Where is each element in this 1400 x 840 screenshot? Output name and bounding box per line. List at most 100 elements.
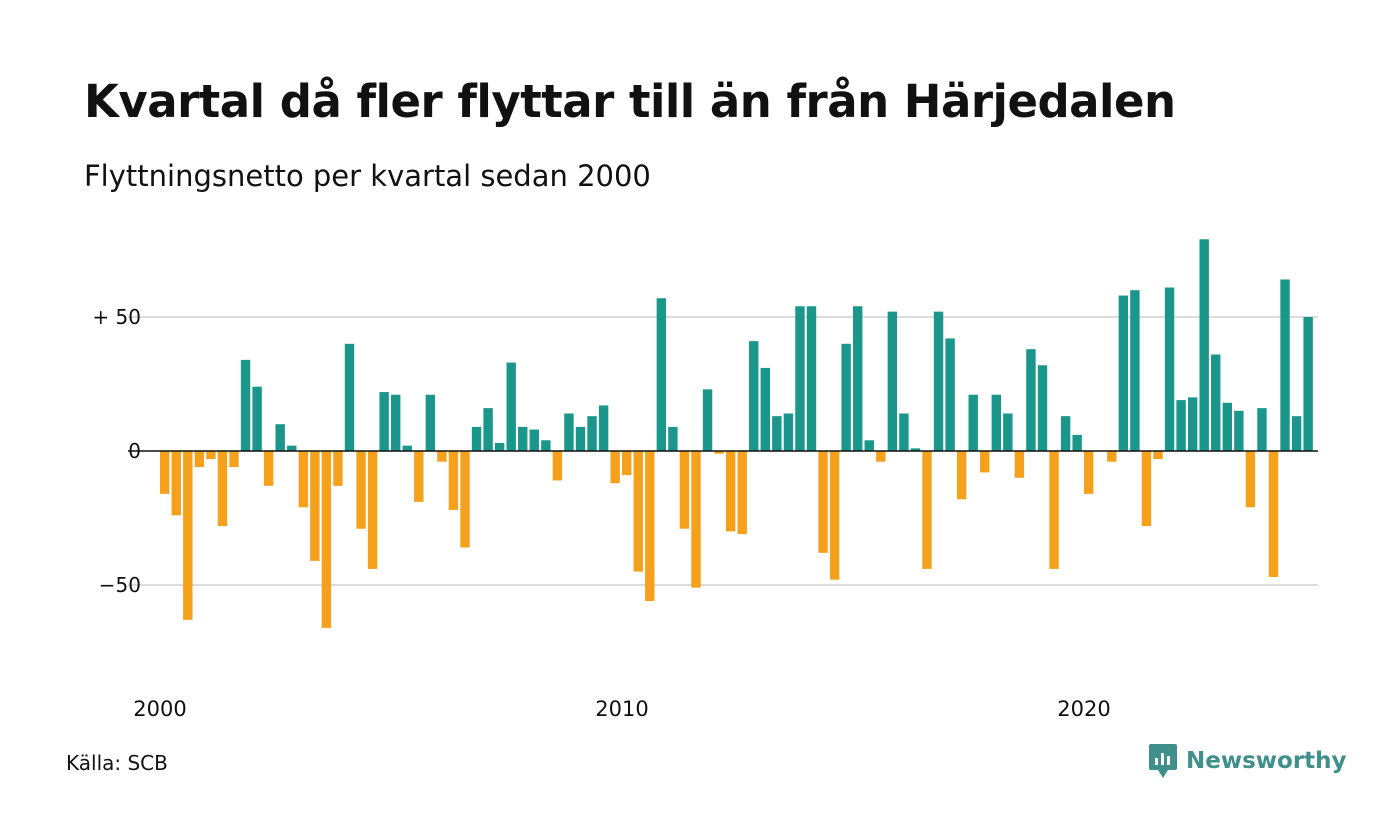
bar <box>772 416 782 451</box>
bar <box>1141 451 1152 527</box>
chart-subtitle: Flyttningsnetto per kvartal sedan 2000 <box>84 159 651 193</box>
bar <box>1084 451 1094 494</box>
bar <box>1234 410 1244 451</box>
bar <box>518 426 528 451</box>
bar <box>356 451 366 529</box>
bar <box>252 386 262 451</box>
bar <box>737 451 747 535</box>
bar <box>760 367 770 451</box>
bar <box>1026 349 1036 451</box>
bar <box>864 440 874 451</box>
bar <box>587 416 597 451</box>
bar <box>1268 451 1279 577</box>
bar <box>1245 451 1256 508</box>
bar <box>344 343 355 451</box>
bar <box>806 306 817 451</box>
bar <box>414 451 424 502</box>
bar <box>910 448 921 451</box>
bar <box>1037 365 1048 451</box>
bar <box>887 311 898 451</box>
bar <box>922 451 932 569</box>
bar <box>1072 434 1082 451</box>
bar <box>379 392 389 451</box>
bar <box>287 445 297 451</box>
bar <box>425 394 436 451</box>
bar <box>795 306 805 451</box>
bar <box>206 451 216 460</box>
bar <box>494 442 505 451</box>
bar <box>483 408 493 451</box>
bar <box>1049 451 1059 569</box>
x-tick-label: 2000 <box>133 697 186 721</box>
brand-logo[interactable]: Newsworthy <box>1148 742 1347 780</box>
source-label: Källa: SCB <box>66 751 168 775</box>
bar <box>853 306 863 451</box>
bar <box>679 451 690 529</box>
bar <box>460 451 470 548</box>
bar <box>645 451 655 602</box>
bar <box>1291 416 1302 451</box>
bar <box>783 413 794 451</box>
bar <box>610 451 620 484</box>
bar <box>749 341 759 451</box>
bar <box>1280 279 1290 451</box>
bar <box>691 451 701 588</box>
bar <box>956 451 967 500</box>
bar <box>310 451 320 561</box>
bar <box>1303 317 1313 451</box>
bar <box>298 451 308 508</box>
bar <box>1118 295 1129 451</box>
bar <box>991 394 1001 451</box>
bar <box>818 451 828 553</box>
y-tick-label: −50 <box>99 573 141 597</box>
bar <box>263 451 274 486</box>
bar <box>575 426 586 451</box>
y-tick-label: + 50 <box>92 305 141 329</box>
bar <box>541 440 551 451</box>
x-tick-label: 2010 <box>595 697 648 721</box>
bar <box>321 451 332 628</box>
bar <box>564 413 574 451</box>
bar <box>471 426 482 451</box>
bar <box>529 429 539 451</box>
bar <box>402 445 412 451</box>
newsworthy-logo-icon <box>1149 744 1177 778</box>
bar <box>668 426 678 451</box>
bar <box>1153 451 1163 460</box>
bar <box>633 451 643 572</box>
bar <box>1199 239 1209 451</box>
bar <box>1222 402 1232 451</box>
bar <box>229 451 239 468</box>
bar <box>1130 290 1140 451</box>
x-tick-label: 2020 <box>1057 697 1110 721</box>
bar <box>275 424 285 451</box>
bar <box>841 343 851 451</box>
bar <box>552 451 563 481</box>
bar <box>506 362 516 451</box>
bar <box>1176 400 1186 451</box>
bar <box>725 451 736 532</box>
bar <box>1107 451 1117 462</box>
bar <box>194 451 205 468</box>
bar <box>980 451 990 473</box>
bar <box>899 413 909 451</box>
bar <box>829 451 840 580</box>
bar <box>333 451 343 486</box>
bar <box>448 451 459 510</box>
bar <box>598 405 609 451</box>
bar <box>622 451 632 476</box>
bar <box>1257 408 1267 451</box>
bar <box>183 451 193 620</box>
bar <box>1060 416 1071 451</box>
bar <box>1003 413 1013 451</box>
bar <box>171 451 181 516</box>
bar <box>876 451 886 462</box>
bar <box>1014 451 1025 478</box>
bar <box>160 451 170 494</box>
bar <box>1187 397 1198 451</box>
chart-title: Kvartal då fler flyttar till än från Här… <box>84 75 1176 128</box>
bar <box>391 394 401 451</box>
bar <box>702 389 713 451</box>
bar <box>217 451 228 527</box>
